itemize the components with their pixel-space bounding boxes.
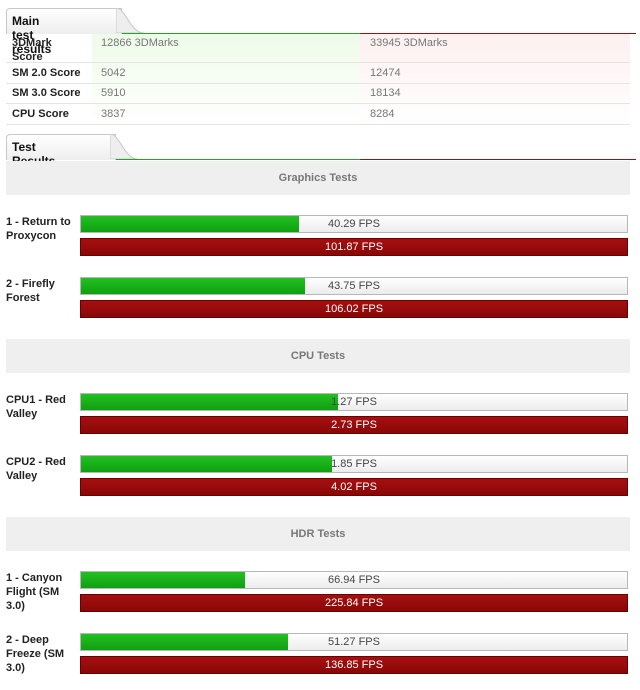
system-a-column-bg (92, 34, 360, 124)
bar-value-label-b: 4.02 FPS (331, 481, 377, 493)
bar-value-label-a: 40.29 FPS (328, 218, 380, 230)
bar-system-b: 101.87 FPS (80, 238, 628, 256)
score-label: 3DMark Score (12, 37, 52, 63)
bar-system-a: 1.85 FPS (80, 455, 628, 473)
score-row-cpu: CPU Score 3837 8284 (6, 104, 630, 125)
section-hdr-tests: HDR Tests (6, 517, 630, 551)
score-value-b: 8284 (370, 108, 395, 120)
system-b-column-bg (360, 34, 630, 124)
bar-value-label-b: 136.85 FPS (324, 659, 384, 671)
test-label: 1 - Canyon Flight (SM 3.0) (6, 572, 63, 612)
tab-box (6, 134, 116, 160)
bar-value-label-a: 66.94 FPS (328, 574, 380, 586)
bar-value-label-b: 101.87 FPS (324, 241, 384, 253)
bar-fill-system-a (81, 394, 338, 410)
score-value-b: 12474 (370, 67, 401, 79)
bar-value-label-b: 2.73 FPS (331, 419, 377, 431)
score-label: SM 3.0 Score (12, 87, 81, 99)
score-value-a: 3837 (101, 108, 126, 120)
bar-value-label-a: 1.85 FPS (331, 458, 377, 470)
bar-value-label-a: 51.27 FPS (328, 636, 380, 648)
score-row-sm2: SM 2.0 Score 5042 12474 (6, 63, 630, 84)
bar-value-label-b: 106.02 FPS (324, 303, 384, 315)
tab-curve (110, 134, 138, 159)
bar-fill-system-a (81, 456, 332, 472)
test-label: 2 - Firefly Forest (6, 278, 55, 304)
tab-underline-red (360, 159, 636, 160)
tab-box (6, 8, 122, 34)
score-row-3dmark: 3DMark Score 12866 3DMarks 33945 3DMarks (6, 34, 630, 63)
bar-value-label-a: 43.75 FPS (328, 280, 380, 292)
test-label: 2 - Deep Freeze (SM 3.0) (6, 634, 65, 674)
bar-fill-system-a (81, 216, 299, 232)
bar-system-b: 225.84 FPS (80, 594, 628, 612)
bar-system-a: 66.94 FPS (80, 571, 628, 589)
test-label: CPU2 - Red Valley (6, 456, 66, 482)
bar-system-b: 4.02 FPS (80, 478, 628, 496)
score-value-a: 5910 (101, 87, 126, 99)
bar-system-b: 106.02 FPS (80, 300, 628, 318)
main-scores-table: 3DMark Score 12866 3DMarks 33945 3DMarks… (6, 34, 630, 125)
bar-system-a: 40.29 FPS (80, 215, 628, 233)
bar-fill-system-a (81, 572, 245, 588)
score-value-a: 5042 (101, 67, 126, 79)
bar-fill-system-a (81, 634, 288, 650)
test-label: 1 - Return to Proxycon (6, 216, 71, 242)
score-value-a: 12866 3DMarks (101, 37, 179, 49)
section-cpu-tests: CPU Tests (6, 339, 630, 373)
bar-value-label-a: 1.27 FPS (331, 396, 377, 408)
bar-system-a: 51.27 FPS (80, 633, 628, 651)
bar-system-a: 1.27 FPS (80, 393, 628, 411)
bar-system-b: 2.73 FPS (80, 416, 628, 434)
bar-value-label-b: 225.84 FPS (324, 597, 384, 609)
test-label: CPU1 - Red Valley (6, 394, 66, 420)
tab-underline-green (6, 33, 360, 34)
score-value-b: 33945 3DMarks (370, 37, 448, 49)
bar-system-a: 43.75 FPS (80, 277, 628, 295)
score-value-b: 18134 (370, 87, 401, 99)
bar-system-b: 136.85 FPS (80, 656, 628, 674)
score-label: SM 2.0 Score (12, 67, 81, 79)
main-results-tab-label: Main test results (12, 14, 52, 56)
section-graphics-tests: Graphics Tests (6, 161, 630, 195)
score-label: CPU Score (12, 108, 69, 120)
tab-curve (116, 8, 144, 33)
tab-underline-green (6, 159, 360, 160)
tab-underline-red (360, 33, 636, 34)
score-row-sm3: SM 3.0 Score 5910 18134 (6, 84, 630, 104)
bar-fill-system-a (81, 278, 305, 294)
